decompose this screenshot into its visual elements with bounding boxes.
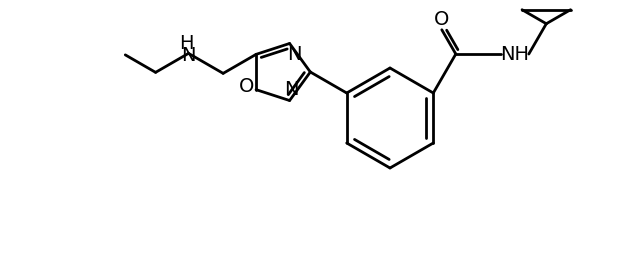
Text: N: N xyxy=(287,45,302,64)
Text: N: N xyxy=(181,46,196,65)
Text: H: H xyxy=(179,34,194,53)
Text: NH: NH xyxy=(500,45,529,63)
Text: N: N xyxy=(284,80,299,99)
Text: O: O xyxy=(239,77,255,96)
Text: O: O xyxy=(434,10,449,29)
